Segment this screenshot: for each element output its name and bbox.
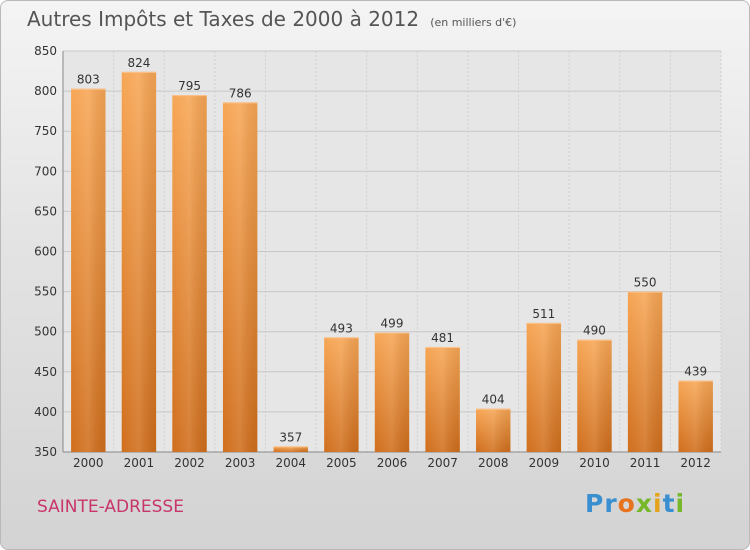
x-tick-label: 2010 xyxy=(579,456,610,470)
x-tick-label: 2001 xyxy=(124,456,155,470)
value-label: 803 xyxy=(77,73,100,87)
logo-part-6: i xyxy=(675,489,686,518)
bar-shine xyxy=(627,291,663,452)
y-tick-label: 650 xyxy=(34,204,57,218)
x-tick-label: 2004 xyxy=(275,456,306,470)
bar-shine xyxy=(425,346,460,452)
bar-shine xyxy=(526,322,562,452)
x-tick-label: 2002 xyxy=(174,456,205,470)
chart-title: Autres Impôts et Taxes de 2000 à 2012 xyxy=(27,7,420,31)
value-label: 439 xyxy=(684,365,707,379)
proxiti-logo: Proxiti xyxy=(585,489,685,518)
bar-shine xyxy=(172,95,207,453)
chart-title-block: Autres Impôts et Taxes de 2000 à 2012 (e… xyxy=(27,7,516,31)
value-label: 357 xyxy=(279,430,302,444)
logo-part-1: Pr xyxy=(585,489,618,518)
bar-shine xyxy=(476,408,511,452)
value-labels: 803 824 795 786 357 493 499 481 404 511 490 550 439 xyxy=(77,56,707,445)
logo-part-2: o xyxy=(617,489,636,518)
value-label: 550 xyxy=(634,276,657,290)
bars xyxy=(71,71,713,453)
x-tick-label: 2006 xyxy=(377,456,408,470)
bar-shine xyxy=(577,339,612,452)
y-tick-label: 850 xyxy=(34,44,57,58)
axes: 350 400 450 500 550 600 650 700 750 800 850 2000 200… xyxy=(34,44,721,470)
value-label: 493 xyxy=(330,321,353,335)
y-tick-label: 450 xyxy=(34,365,57,379)
bar-shine xyxy=(273,446,308,452)
value-label: 490 xyxy=(583,324,606,338)
x-tick-label: 2007 xyxy=(427,456,458,470)
x-tick-label: 2003 xyxy=(225,456,256,470)
commune-name: SAINTE-ADRESSE xyxy=(37,497,184,517)
bar-shine xyxy=(374,332,410,452)
value-label: 499 xyxy=(381,317,404,331)
y-tick-label: 350 xyxy=(34,445,57,459)
bar-shine xyxy=(222,102,258,452)
bar-shine xyxy=(121,71,157,453)
value-label: 404 xyxy=(482,393,505,407)
value-label: 824 xyxy=(127,56,150,70)
y-tick-label: 400 xyxy=(34,405,57,419)
y-tick-label: 600 xyxy=(34,245,57,259)
value-label: 481 xyxy=(431,331,454,345)
x-tick-label: 2011 xyxy=(630,456,661,470)
x-tick-label: 2000 xyxy=(73,456,104,470)
logo-part-5: t xyxy=(662,489,676,518)
x-tick-label: 2012 xyxy=(680,456,711,470)
x-tick-label: 2008 xyxy=(478,456,509,470)
logo-part-4: i xyxy=(652,489,663,518)
y-tick-label: 700 xyxy=(34,164,57,178)
y-tick-label: 750 xyxy=(34,124,57,138)
value-label: 786 xyxy=(229,86,252,100)
y-tick-label: 550 xyxy=(34,285,57,299)
x-tick-label: 2005 xyxy=(326,456,357,470)
chart-unit-note: (en milliers d'€) xyxy=(430,16,517,29)
y-tick-label: 500 xyxy=(34,325,57,339)
bar-shine xyxy=(324,337,359,452)
x-tick-label: 2009 xyxy=(529,456,560,470)
bar-shine xyxy=(71,88,106,452)
bar-shine xyxy=(678,380,713,452)
value-label: 511 xyxy=(532,307,555,321)
logo-part-3: x xyxy=(635,489,653,518)
y-tick-label: 800 xyxy=(34,84,57,98)
value-label: 795 xyxy=(178,79,201,93)
